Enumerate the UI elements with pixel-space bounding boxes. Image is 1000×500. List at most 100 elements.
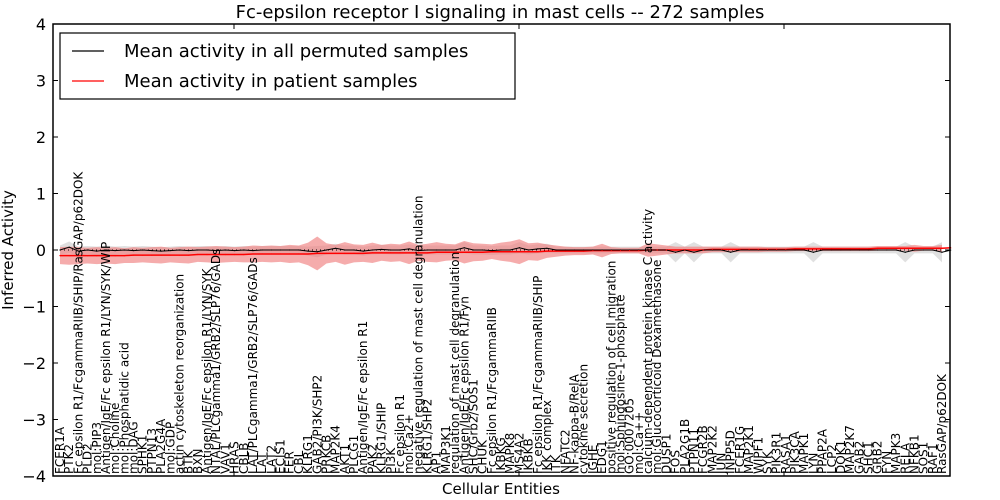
y-tick-label: −1 <box>22 298 46 317</box>
permuted-point <box>445 249 447 251</box>
patient-point <box>151 254 153 256</box>
permuted-point <box>307 250 309 252</box>
category-label: MAP3K1 <box>439 425 453 474</box>
category-label: INPP5D <box>724 430 738 474</box>
permuted-point <box>472 249 475 251</box>
category-label: NF-kappa-B/RelA <box>568 373 582 474</box>
permuted-point <box>895 249 897 251</box>
permuted-point <box>877 249 879 251</box>
y-axis-label: Inferred Activity <box>0 190 17 310</box>
category-label: Antigen/IgE/Fc epsilon R1 <box>356 321 370 474</box>
patient-point <box>849 248 851 250</box>
patient-point <box>289 253 291 255</box>
patient-point <box>629 249 631 252</box>
permuted-point <box>105 249 107 251</box>
permuted-point <box>867 249 870 251</box>
category-label: FYN <box>880 451 894 474</box>
patient-point <box>913 247 916 249</box>
permuted-point <box>583 249 585 251</box>
patient-point <box>527 251 530 253</box>
patient-point <box>665 249 667 251</box>
patient-point <box>142 254 144 256</box>
category-label: mol:Ca2+ <box>402 414 416 474</box>
patient-point <box>436 251 438 253</box>
patient-point <box>243 253 245 256</box>
patient-point <box>739 248 741 251</box>
patient-point <box>390 252 392 254</box>
chart-title: Fc-epsilon receptor I signaling in mast … <box>236 2 765 23</box>
category-label: LYN <box>806 453 820 474</box>
category-label: KLRG1/SHP2 <box>421 399 435 474</box>
category-label: NTAL/PLCgamma1/GRB2/SLP76/GADs <box>209 249 223 474</box>
category-label: NFKB1 <box>907 434 921 474</box>
category-label: MAP2K7 <box>843 425 857 474</box>
permuted-point <box>849 249 851 251</box>
patient-point <box>702 249 704 251</box>
x-axis-label: Cellular Entities <box>442 480 560 498</box>
category-label: calcium-dependent protein kinase C activ… <box>641 209 655 474</box>
category-label: FOS <box>669 450 683 474</box>
category-label: GAB2 <box>852 441 866 474</box>
patient-point <box>895 247 897 249</box>
category-label: regulation of mast cell degranulation <box>448 252 462 474</box>
patient-point <box>86 255 89 257</box>
permuted-point <box>674 251 677 253</box>
patient-point <box>105 255 107 257</box>
patient-point <box>261 253 263 255</box>
category-label: PLA2G4A <box>154 418 168 474</box>
patient-point <box>132 254 135 256</box>
y-tick-label: 0 <box>36 241 46 260</box>
patient-point <box>785 248 787 251</box>
category-label: AKT1 <box>338 444 352 474</box>
category-label: MAPK1 <box>797 433 811 474</box>
category-label: SHC1 <box>862 441 876 474</box>
category-label: BTK <box>182 449 196 474</box>
category-label: PIK3R1 <box>770 432 784 474</box>
category-label: MAP2K1 <box>742 425 756 474</box>
category-label: DUSP1 <box>659 433 673 474</box>
category-label: ITK <box>549 454 563 474</box>
category-label: FCGR2B <box>696 425 710 474</box>
permuted-point <box>197 249 199 251</box>
category-label: MAP2K4 <box>329 425 343 474</box>
category-label: RAF1 <box>926 443 940 474</box>
permuted-point <box>151 249 153 252</box>
category-label: Fc epsilon R1/FcgammaRIIB <box>485 307 499 474</box>
patient-point <box>325 252 328 254</box>
permuted-point <box>86 249 89 251</box>
patient-point <box>730 248 732 251</box>
y-tick-label: 3 <box>36 72 46 91</box>
category-label: PLD2 <box>81 443 95 474</box>
patient-point <box>867 248 870 250</box>
permuted-point <box>821 249 824 251</box>
category-label: LCP2 <box>825 444 839 474</box>
permuted-point <box>426 249 429 251</box>
permuted-point <box>858 249 860 251</box>
permuted-point <box>812 251 814 253</box>
patient-point <box>252 253 254 255</box>
patient-point <box>941 247 943 249</box>
bands-group <box>60 236 942 271</box>
patient-point <box>482 251 484 253</box>
patient-point <box>776 248 778 251</box>
category-label: negative regulation of mast cell degranu… <box>411 195 425 474</box>
category-label: IKBKB <box>522 438 536 474</box>
patient-point <box>399 252 401 254</box>
permuted-point <box>233 249 236 252</box>
permuted-point <box>371 249 373 251</box>
patient-point <box>619 249 622 252</box>
category-label: NFATC2 <box>558 429 572 474</box>
category-label: GO:0007205 <box>623 398 637 474</box>
permuted-point <box>886 249 888 251</box>
permuted-point <box>408 248 410 250</box>
patient-point <box>279 253 282 255</box>
permuted-point <box>123 249 125 251</box>
patient-point <box>638 249 640 252</box>
patient-point <box>298 253 300 255</box>
category-label: KLRG1/SHIP <box>375 403 389 474</box>
permuted-point <box>730 251 732 253</box>
category-label: PTPN11 <box>687 428 701 474</box>
permuted-point <box>831 249 833 251</box>
patient-point <box>59 255 61 257</box>
